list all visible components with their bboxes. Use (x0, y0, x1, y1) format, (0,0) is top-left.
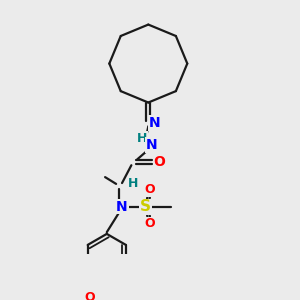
Text: O: O (145, 183, 155, 196)
Text: O: O (85, 291, 95, 300)
Text: N: N (116, 200, 128, 214)
Text: N: N (148, 116, 160, 130)
Text: S: S (140, 199, 151, 214)
Text: O: O (145, 217, 155, 230)
Text: N: N (146, 138, 158, 152)
Text: H: H (137, 132, 148, 145)
Text: O: O (153, 155, 165, 169)
Text: H: H (128, 177, 138, 190)
